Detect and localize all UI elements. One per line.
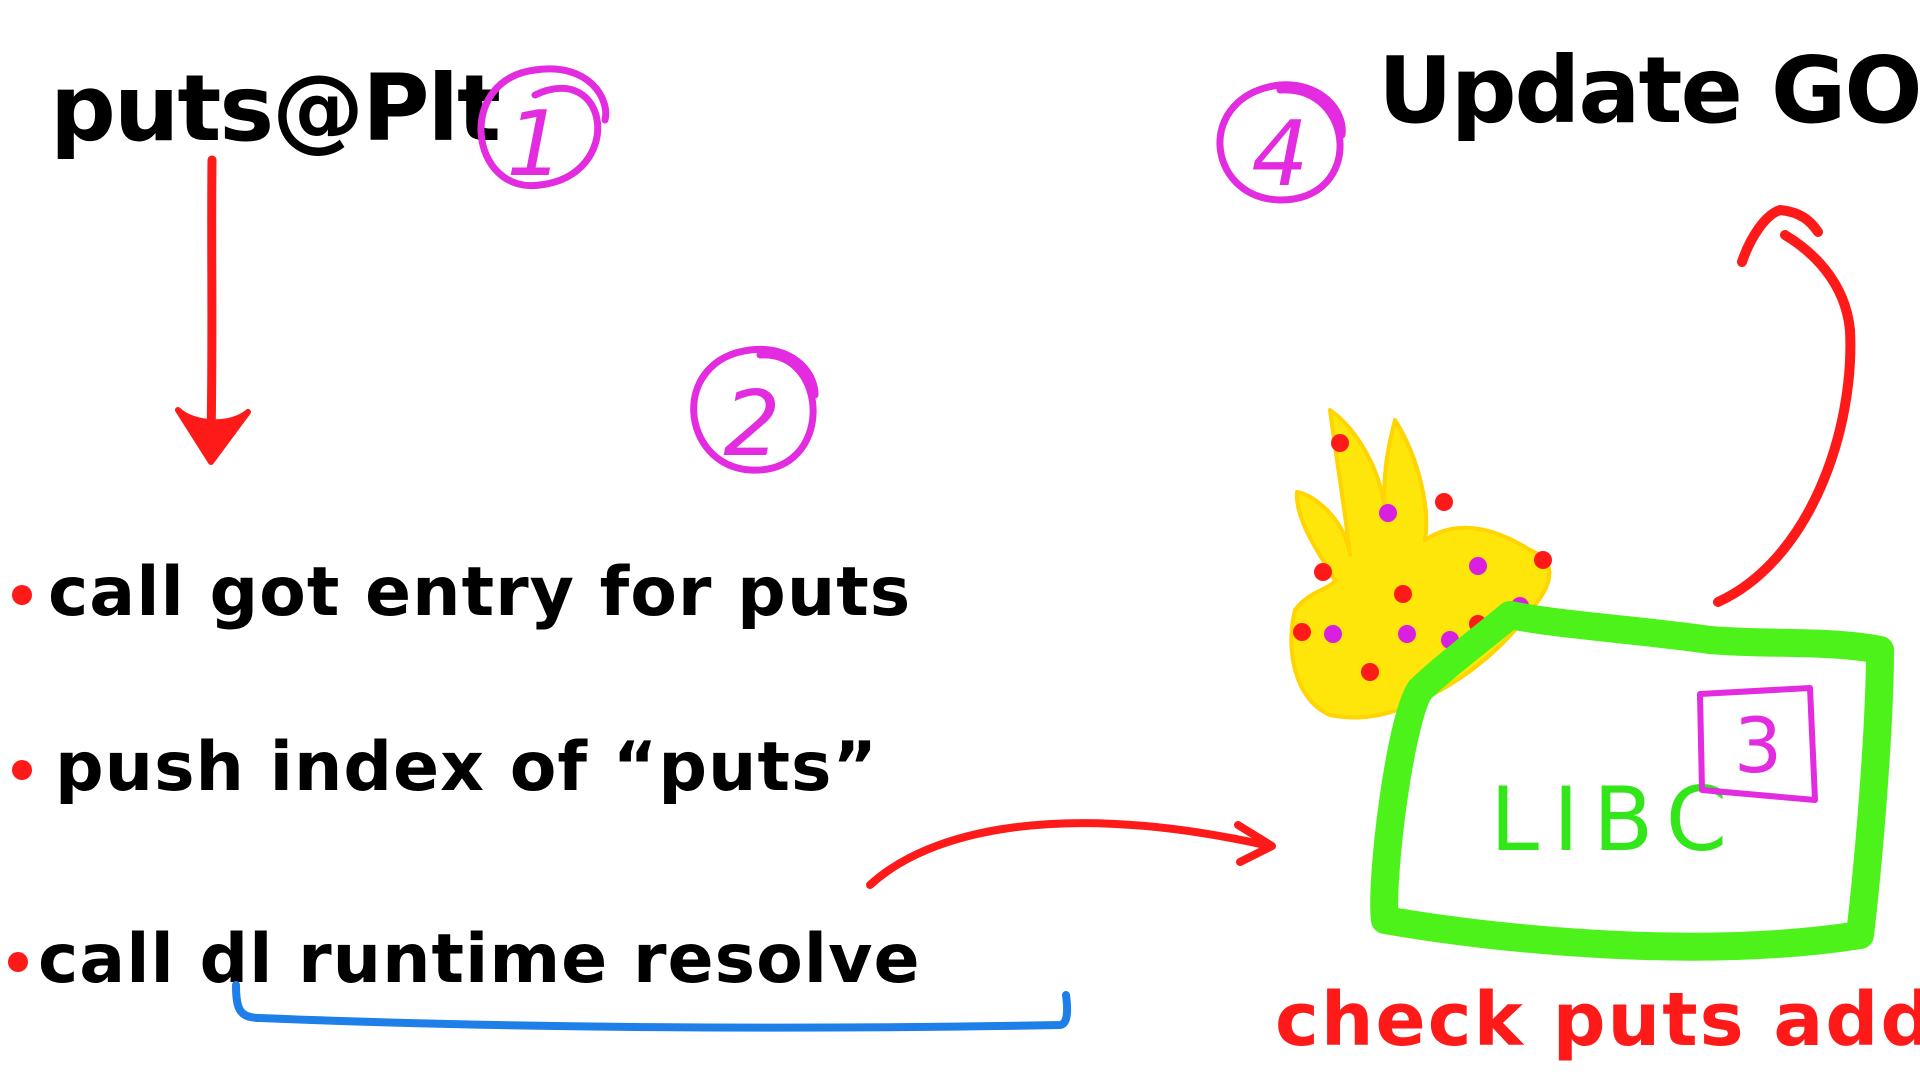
step-text: call dl runtime resolve: [38, 920, 921, 999]
dot-bullet-icon: [12, 760, 32, 780]
badge-1-number: 1: [506, 92, 563, 197]
resolve-to-libc-arrow: [866, 819, 1276, 889]
libc-box: LIBC: [1370, 601, 1894, 961]
badge-3: 3: [1697, 685, 1818, 803]
badge-2: 2: [690, 345, 819, 477]
step-text: push index of “puts”: [55, 728, 878, 807]
step-item: push index of “puts”: [12, 728, 878, 807]
plt-down-arrow: [175, 155, 251, 465]
step-item: call dl runtime resolve: [8, 920, 921, 999]
dot-bullet-icon: [8, 952, 28, 972]
badge-2-number: 2: [723, 372, 780, 477]
resolve-underline: [232, 981, 1072, 1032]
libc-note: check puts add: [1275, 977, 1920, 1063]
badge-1: 1: [477, 65, 610, 197]
dot-bullet-icon: [12, 585, 32, 605]
step-item: call got entry for puts: [12, 553, 911, 632]
libc-label: LIBC: [1490, 768, 1741, 871]
badge-4: 4: [1216, 81, 1346, 207]
step-text: call got entry for puts: [48, 553, 911, 632]
badge-3-number: 3: [1734, 701, 1782, 790]
steps-list: call got entry for puts push index of “p…: [8, 553, 921, 999]
got-label: Update GOT: [1378, 37, 1920, 144]
badge-4-number: 4: [1251, 102, 1308, 207]
libc-to-got-arrow: [1713, 205, 1856, 607]
plt-label: puts@Plt: [50, 55, 499, 162]
